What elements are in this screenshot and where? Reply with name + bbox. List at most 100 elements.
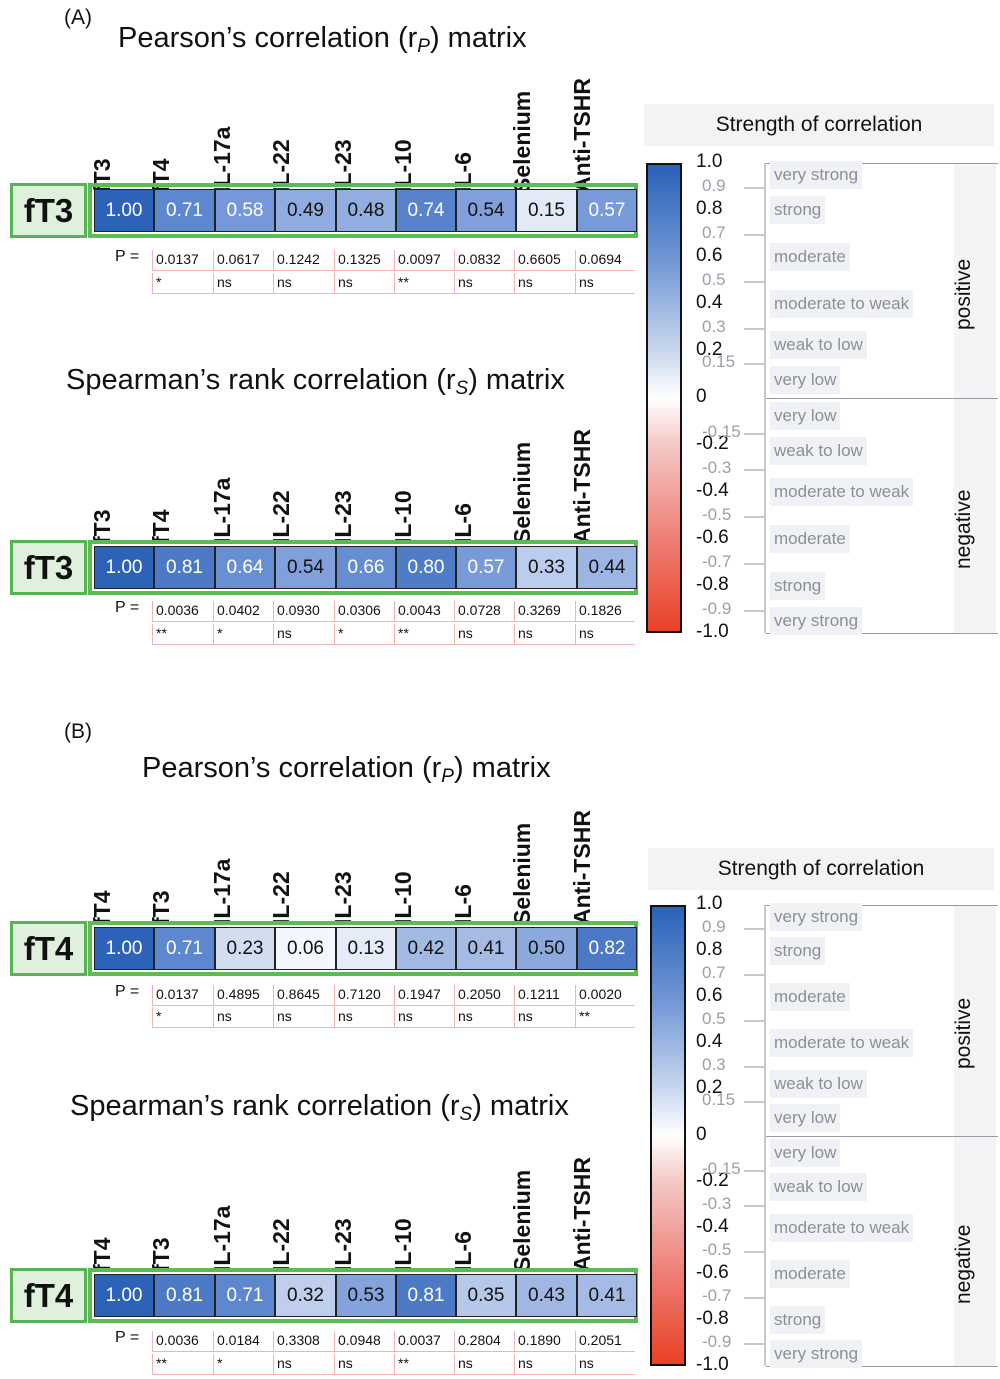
p-value: 0.0137	[152, 985, 213, 1006]
legend-divider	[766, 398, 998, 399]
legend-tick-hook	[744, 234, 766, 236]
legend-minor-tick: -0.5	[702, 505, 732, 524]
legend-tick-hook	[744, 1343, 766, 1345]
p-value: 0.1890	[514, 1331, 575, 1352]
legend-band-label: moderate	[770, 243, 850, 271]
column-header-label: Selenium	[509, 90, 535, 193]
p-value: 0.1826	[575, 601, 635, 622]
legend-major-tick: -0.8	[696, 574, 729, 595]
legend-side-panel	[954, 905, 996, 1366]
p-value: 0.4895	[213, 985, 273, 1006]
legend-band-label: strong	[770, 196, 826, 224]
legend-tick-hook	[744, 1205, 766, 1207]
matrix-cell: 1.00	[94, 927, 154, 970]
legend-negative-text: negative	[952, 1224, 975, 1304]
significance-marker: ns	[273, 1354, 334, 1375]
matrix-cell: 0.41	[456, 927, 516, 970]
legend-tick-hook	[744, 1101, 766, 1103]
p-value: 0.6605	[514, 250, 575, 271]
legend-major-tick: -0.8	[696, 1308, 729, 1329]
significance-marker: ns	[454, 1354, 514, 1375]
p-value: 0.2051	[575, 1331, 635, 1352]
matrix-cell: 0.71	[215, 1274, 275, 1317]
p-value: 0.0043	[394, 601, 454, 622]
legend-divider	[766, 1136, 998, 1137]
legend-divider	[766, 1366, 998, 1367]
matrix-cell: 0.33	[516, 546, 577, 589]
p-value: 0.0020	[575, 985, 635, 1006]
legend-tick-hook	[744, 1066, 766, 1068]
legend-title: Strength of correlation	[648, 848, 994, 890]
matrix-cell: 0.57	[456, 546, 516, 589]
chart-title-subscript: P	[441, 766, 454, 787]
legend-tick-hook	[744, 928, 766, 930]
p-label: P =	[115, 983, 140, 1000]
column-header-label: Anti-TSHR	[569, 810, 595, 925]
panel-letter: (B)	[64, 720, 92, 743]
chart-title-end: ) matrix	[429, 22, 527, 54]
legend-band-label: moderate to weak	[770, 1214, 914, 1242]
significance-marker: **	[394, 1354, 454, 1375]
legend-major-tick: -0.6	[696, 1262, 729, 1283]
legend-minor-tick: 0.9	[702, 176, 726, 195]
legend-major-tick: 0	[696, 1124, 707, 1145]
column-header-label: Anti-TSHR	[569, 78, 595, 193]
significance-marker: *	[152, 1007, 213, 1028]
chart-title: Spearman’s rank correlation (rS) matrix	[66, 364, 565, 400]
legend-minor-tick: -0.9	[702, 1332, 732, 1351]
legend-minor-tick: 0.3	[702, 317, 726, 336]
legend-major-tick: 0.8	[696, 198, 723, 219]
chart-title-text: Spearman’s rank correlation (r	[70, 1090, 460, 1122]
legend-band-label: moderate to weak	[770, 1029, 914, 1057]
p-value: 0.0930	[273, 601, 334, 622]
p-value: 0.0832	[454, 250, 514, 271]
legend-band-label: strong	[770, 572, 826, 600]
legend-divider	[766, 633, 998, 634]
significance-marker: ns	[273, 1007, 334, 1028]
significance-marker: ns	[575, 624, 635, 645]
matrix-cell: 0.80	[396, 546, 456, 589]
matrix-cell: 0.71	[154, 189, 215, 232]
matrix-cell: 0.71	[154, 927, 215, 970]
column-header-label: IL-10	[390, 1218, 416, 1272]
column-header-label: fT4	[148, 509, 174, 545]
row-label: fT3	[10, 540, 87, 595]
legend-band-label: strong	[770, 1306, 826, 1334]
chart-title: Pearson’s correlation (rP) matrix	[118, 22, 527, 58]
matrix-row: 1.00 0.71 0.23 0.06 0.13 0.42 0.41 0.50 0.82	[88, 921, 638, 976]
matrix-cell: 0.32	[275, 1274, 336, 1317]
legend-major-tick: 0.6	[696, 245, 723, 266]
matrix-cell: 0.49	[275, 189, 336, 232]
significance-marker: *	[213, 624, 273, 645]
column-header-label: IL-6	[450, 1231, 476, 1272]
legend-tick-hook	[744, 433, 766, 435]
column-header-label: IL-23	[330, 871, 356, 925]
legend-major-tick: -1.0	[696, 1354, 729, 1375]
p-value: 0.1242	[273, 250, 334, 271]
legend-major-tick: -1.0	[696, 621, 729, 642]
legend-minor-tick: 0.9	[702, 917, 726, 936]
significance-marker: ns	[454, 624, 514, 645]
legend-minor-tick: 0.3	[702, 1055, 726, 1074]
matrix-cell: 0.58	[215, 189, 275, 232]
p-value: 0.0036	[152, 601, 213, 622]
chart-title: Pearson’s correlation (rP) matrix	[142, 752, 551, 788]
matrix-cell: 0.48	[336, 189, 396, 232]
chart-title-text: Spearman’s rank correlation (r	[66, 364, 456, 396]
legend-tick-hook	[744, 563, 766, 565]
p-value: 0.0728	[454, 601, 514, 622]
p-value: 0.7120	[334, 985, 394, 1006]
p-value: 0.0184	[213, 1331, 273, 1352]
legend-minor-tick: 0.15	[702, 352, 736, 371]
legend-major-tick: 0	[696, 386, 707, 407]
matrix-cell: 1.00	[94, 1274, 154, 1317]
legend-color-bar	[650, 905, 686, 1366]
p-value: 0.2804	[454, 1331, 514, 1352]
column-header-label: IL-6	[450, 503, 476, 544]
matrix-cell: 0.15	[516, 189, 577, 232]
legend-tick-hook	[744, 281, 766, 283]
column-header-label: IL-6	[450, 884, 476, 925]
column-header-label: Selenium	[509, 1169, 535, 1272]
significance-marker: *	[334, 624, 394, 645]
legend-minor-tick: -0.9	[702, 599, 732, 618]
